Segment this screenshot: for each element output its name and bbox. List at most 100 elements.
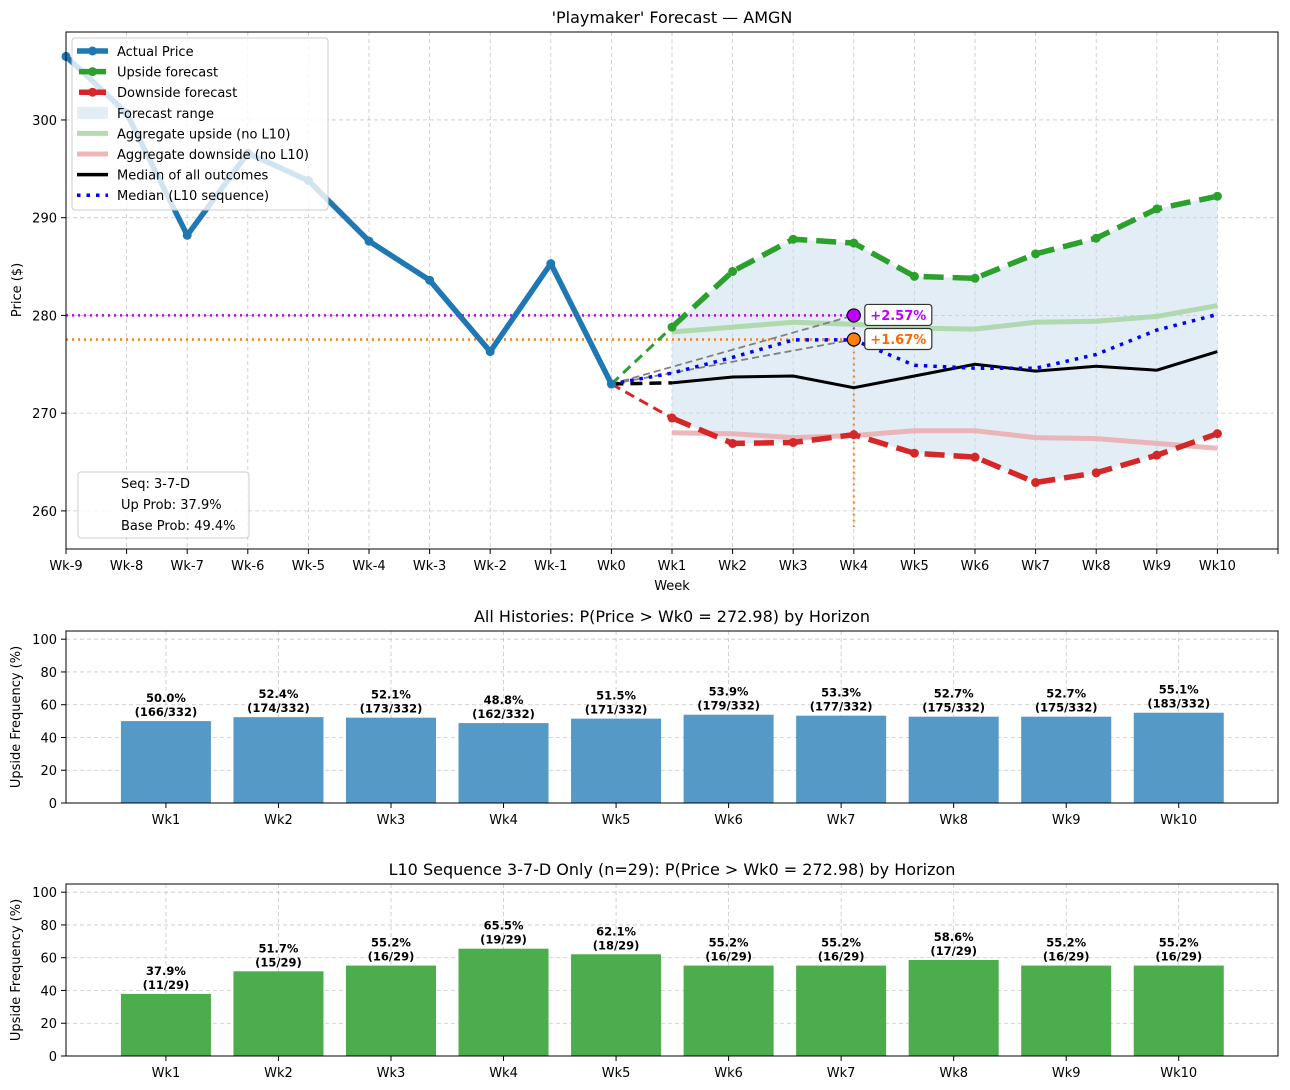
legend-marker bbox=[88, 67, 97, 77]
y-tick-label: 100 bbox=[32, 886, 57, 901]
upside-point bbox=[788, 234, 798, 244]
downside-point bbox=[1031, 478, 1041, 488]
bar-count-label: (166/332) bbox=[135, 705, 198, 719]
bar-wk10 bbox=[1133, 965, 1224, 1056]
upside-point bbox=[970, 273, 980, 283]
actual-price-point bbox=[425, 275, 435, 285]
bar-count-label: (17/29) bbox=[930, 944, 977, 958]
x-tick-label: Wk8 bbox=[939, 1066, 968, 1081]
annotation-box bbox=[864, 327, 933, 351]
all-histories-y-axis-label: Upside Frequency (%) bbox=[9, 646, 24, 788]
legend-label: Aggregate upside (no L10) bbox=[117, 127, 290, 142]
y-tick-label: 290 bbox=[32, 212, 57, 227]
legend-item: Aggregate upside (no L10) bbox=[77, 127, 290, 142]
bar-percent-label: 50.0% bbox=[146, 691, 186, 705]
bar-count-label: (175/332) bbox=[1035, 701, 1098, 715]
bar-wk3 bbox=[345, 717, 437, 803]
upside-point bbox=[728, 266, 738, 276]
annotation-label: +1.67% bbox=[870, 333, 926, 348]
y-tick-label: 40 bbox=[40, 984, 57, 999]
median-all-line bbox=[671, 350, 1218, 390]
plot-frame bbox=[65, 630, 1279, 804]
bar-count-label: (11/29) bbox=[143, 978, 190, 992]
x-tick-label: Wk1 bbox=[152, 1066, 181, 1081]
legend-label: Median of all outcomes bbox=[117, 169, 268, 184]
actual-price-point bbox=[364, 236, 374, 246]
x-tick-label: Wk-6 bbox=[231, 559, 264, 574]
median-l10-line bbox=[611, 312, 1218, 386]
x-tick-label: Wk3 bbox=[377, 813, 406, 828]
x-tick-label: Wk6 bbox=[961, 559, 990, 574]
bar-count-label: (174/332) bbox=[247, 701, 310, 715]
annotation-box bbox=[864, 303, 933, 327]
legend-item: Forecast range bbox=[77, 106, 214, 122]
y-tick-label: 40 bbox=[40, 731, 57, 746]
bar-wk5 bbox=[571, 718, 662, 803]
bar-percent-label: 53.3% bbox=[821, 686, 861, 700]
forecast-chart-title: 'Playmaker' Forecast — AMGN bbox=[552, 8, 793, 27]
x-tick-label: Wk6 bbox=[714, 813, 743, 828]
upside-forecast-line bbox=[670, 193, 1218, 330]
bar-count-label: (16/29) bbox=[368, 950, 415, 964]
x-tick-label: Wk9 bbox=[1142, 559, 1171, 574]
x-tick-label: Wk-5 bbox=[292, 559, 325, 574]
bar-percent-label: 65.5% bbox=[484, 919, 524, 933]
x-tick-label: Wk5 bbox=[602, 1066, 631, 1081]
main-y-axis-label: Price ($) bbox=[10, 263, 25, 317]
bar-wk9 bbox=[1021, 965, 1112, 1056]
all-histories-title: All Histories: P(Price > Wk0 = 272.98) b… bbox=[474, 607, 870, 626]
bar-percent-label: 37.9% bbox=[146, 964, 186, 978]
bar-wk1 bbox=[120, 993, 211, 1056]
legend-label: Actual Price bbox=[117, 45, 194, 60]
x-tick-label: Wk-8 bbox=[110, 559, 143, 574]
downside-point bbox=[849, 430, 859, 440]
upside-connector bbox=[610, 326, 674, 386]
legend-marker bbox=[88, 46, 97, 56]
bar-wk6 bbox=[683, 714, 774, 803]
x-tick-label: Wk2 bbox=[264, 813, 293, 828]
actual-price-point bbox=[606, 379, 616, 389]
bar-percent-label: 52.7% bbox=[934, 687, 974, 701]
bar-count-label: (16/29) bbox=[818, 950, 865, 964]
forecast-range-area bbox=[672, 196, 1218, 483]
bar-count-label: (183/332) bbox=[1147, 697, 1210, 711]
legend-item: Median of all outcomes bbox=[77, 169, 268, 184]
upside-point bbox=[1152, 204, 1162, 214]
y-tick-label: 100 bbox=[32, 633, 57, 648]
bar-count-label: (16/29) bbox=[1043, 950, 1090, 964]
bar-percent-label: 52.1% bbox=[371, 688, 411, 702]
info-seq: Seq: 3-7-D bbox=[121, 477, 190, 492]
y-tick-label: 60 bbox=[40, 699, 57, 714]
y-tick-label: 60 bbox=[40, 952, 57, 967]
bar-count-label: (16/29) bbox=[1155, 950, 1202, 964]
plot-frame bbox=[65, 883, 1279, 1057]
upside-point bbox=[1031, 249, 1041, 259]
bar-percent-label: 51.7% bbox=[259, 941, 299, 955]
bar-percent-label: 62.1% bbox=[596, 924, 636, 938]
legend-label: Downside forecast bbox=[117, 86, 237, 101]
x-tick-label: Wk4 bbox=[489, 1066, 518, 1081]
annotation-label: +2.57% bbox=[870, 309, 926, 324]
main-x-axis-label: Week bbox=[654, 579, 690, 594]
bar-count-label: (175/332) bbox=[922, 701, 985, 715]
legend-item: Downside forecast bbox=[79, 86, 237, 101]
bar-wk10 bbox=[1133, 712, 1224, 803]
upside-point bbox=[667, 322, 677, 332]
x-tick-label: Wk8 bbox=[939, 813, 968, 828]
bar-wk7 bbox=[796, 715, 887, 803]
y-tick-label: 280 bbox=[32, 309, 57, 324]
forecast-range-fill bbox=[672, 196, 1218, 483]
bar-wk8 bbox=[908, 960, 999, 1056]
legend-swatch bbox=[77, 106, 108, 119]
x-tick-label: Wk4 bbox=[489, 813, 518, 828]
annotation-marker bbox=[846, 332, 861, 347]
bar-count-label: (16/29) bbox=[705, 950, 752, 964]
bar-wk3 bbox=[345, 965, 437, 1056]
x-tick-label: Wk-7 bbox=[171, 559, 204, 574]
legend-item: Upside forecast bbox=[79, 66, 218, 81]
x-tick-label: Wk8 bbox=[1082, 559, 1111, 574]
l10-sequence-bar-chart: L10 Sequence 3-7-D Only (n=29): P(Price … bbox=[9, 860, 1279, 1081]
y-tick-label: 20 bbox=[40, 1017, 57, 1032]
bar-count-label: (173/332) bbox=[360, 702, 423, 716]
x-tick-label: Wk3 bbox=[377, 1066, 406, 1081]
